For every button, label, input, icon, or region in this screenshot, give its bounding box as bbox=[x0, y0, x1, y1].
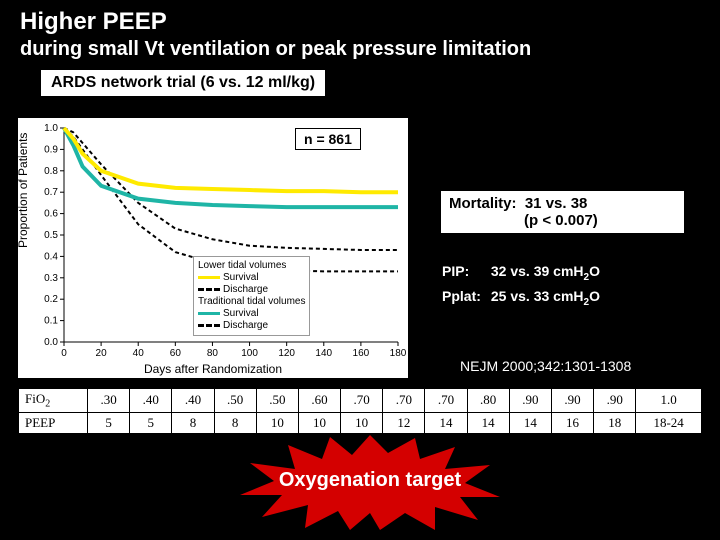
starburst-text: Oxygenation target bbox=[240, 469, 500, 492]
starburst-callout: Oxygenation target bbox=[240, 435, 500, 530]
citation: NEJM 2000;342:1301-1308 bbox=[460, 358, 631, 374]
svg-text:1.0: 1.0 bbox=[44, 123, 58, 134]
legend-low-discharge: Discharge bbox=[223, 284, 268, 295]
table-cell: .70 bbox=[383, 389, 425, 413]
table-cell: 5 bbox=[130, 412, 172, 433]
pip-label: PIP: bbox=[442, 262, 489, 285]
table-cell: 1.0 bbox=[636, 389, 702, 413]
svg-text:0.5: 0.5 bbox=[44, 230, 58, 241]
peep-table: FiO2.30.40.40.50.50.60.70.70.70.80.90.90… bbox=[18, 388, 702, 434]
mortality-label: Mortality: bbox=[449, 195, 517, 212]
legend-trad-survival: Survival bbox=[223, 308, 259, 319]
table-cell: .40 bbox=[130, 389, 172, 413]
svg-text:0.7: 0.7 bbox=[44, 187, 58, 198]
svg-text:0.2: 0.2 bbox=[44, 294, 58, 305]
svg-text:0.4: 0.4 bbox=[44, 251, 58, 262]
pressure-block: PIP: 32 vs. 39 cmH2O Pplat: 25 vs. 33 cm… bbox=[440, 260, 610, 312]
svg-text:0.3: 0.3 bbox=[44, 273, 58, 284]
pip-tail: O bbox=[589, 263, 600, 279]
table-cell: 5 bbox=[88, 412, 130, 433]
svg-text:0.9: 0.9 bbox=[44, 144, 58, 155]
legend-heading-low: Lower tidal volumes bbox=[198, 260, 305, 272]
title-main: Higher PEEP bbox=[0, 0, 720, 36]
table-cell: 14 bbox=[467, 412, 509, 433]
y-axis-label: Proportion of Patients bbox=[16, 133, 30, 248]
table-cell: .70 bbox=[425, 389, 467, 413]
table-cell: .70 bbox=[341, 389, 383, 413]
table-cell: 14 bbox=[509, 412, 551, 433]
svg-text:120: 120 bbox=[278, 348, 295, 359]
svg-text:160: 160 bbox=[353, 348, 370, 359]
x-axis-label: Days after Randomization bbox=[18, 362, 408, 376]
row-header: PEEP bbox=[19, 412, 88, 433]
table-cell: .90 bbox=[509, 389, 551, 413]
chart-svg: 0.0 0.1 0.2 0.3 0.4 0.5 0.6 0.7 0.8 0.9 1.0 0 20 40 60… bbox=[18, 118, 408, 378]
svg-text:40: 40 bbox=[133, 348, 145, 359]
legend-heading-trad: Traditional tidal volumes bbox=[198, 296, 305, 308]
survival-chart: 0.0 0.1 0.2 0.3 0.4 0.5 0.6 0.7 0.8 0.9 1.0 0 20 40 60… bbox=[18, 118, 408, 378]
table-row: PEEP558810101012141414161818-24 bbox=[19, 412, 702, 433]
svg-text:100: 100 bbox=[241, 348, 258, 359]
table-cell: .50 bbox=[214, 389, 256, 413]
table-row: FiO2.30.40.40.50.50.60.70.70.70.80.90.90… bbox=[19, 389, 702, 413]
pplat-tail: O bbox=[589, 288, 600, 304]
legend-trad-discharge: Discharge bbox=[223, 320, 268, 331]
svg-text:0.8: 0.8 bbox=[44, 166, 58, 177]
svg-text:0.0: 0.0 bbox=[44, 337, 58, 348]
chart-legend: Lower tidal volumes Survival Discharge T… bbox=[193, 256, 310, 336]
mortality-box: Mortality: 31 vs. 38 (p < 0.007) bbox=[440, 190, 685, 234]
table-cell: 10 bbox=[256, 412, 298, 433]
table-cell: 12 bbox=[383, 412, 425, 433]
table-cell: 8 bbox=[172, 412, 214, 433]
row-header: FiO2 bbox=[19, 389, 88, 413]
n-box: n = 861 bbox=[295, 128, 361, 150]
table-cell: .90 bbox=[551, 389, 593, 413]
table-cell: 18 bbox=[594, 412, 636, 433]
table-cell: 10 bbox=[341, 412, 383, 433]
svg-text:180: 180 bbox=[390, 348, 407, 359]
svg-text:60: 60 bbox=[170, 348, 182, 359]
table-cell: 14 bbox=[425, 412, 467, 433]
legend-low-survival: Survival bbox=[223, 272, 259, 283]
table-cell: .90 bbox=[594, 389, 636, 413]
table-cell: 10 bbox=[298, 412, 340, 433]
table-cell: 18-24 bbox=[636, 412, 702, 433]
svg-text:80: 80 bbox=[207, 348, 219, 359]
pip-value: 32 vs. 39 cmH bbox=[491, 263, 584, 279]
svg-text:0.6: 0.6 bbox=[44, 209, 58, 220]
table-cell: .40 bbox=[172, 389, 214, 413]
table-cell: .30 bbox=[88, 389, 130, 413]
trial-box: ARDS network trial (6 vs. 12 ml/kg) bbox=[40, 69, 326, 97]
pplat-label: Pplat: bbox=[442, 287, 489, 310]
svg-text:140: 140 bbox=[315, 348, 332, 359]
mortality-p: (p < 0.007) bbox=[524, 212, 598, 229]
table-cell: 16 bbox=[551, 412, 593, 433]
pplat-value: 25 vs. 33 cmH bbox=[491, 288, 584, 304]
table-cell: .80 bbox=[467, 389, 509, 413]
svg-text:20: 20 bbox=[96, 348, 108, 359]
table-cell: 8 bbox=[214, 412, 256, 433]
mortality-value: 31 vs. 38 bbox=[525, 195, 588, 212]
svg-text:0.1: 0.1 bbox=[44, 316, 58, 327]
svg-text:0: 0 bbox=[61, 348, 67, 359]
table-cell: .50 bbox=[256, 389, 298, 413]
table-cell: .60 bbox=[298, 389, 340, 413]
title-sub: during small Vt ventilation or peak pres… bbox=[0, 36, 720, 69]
